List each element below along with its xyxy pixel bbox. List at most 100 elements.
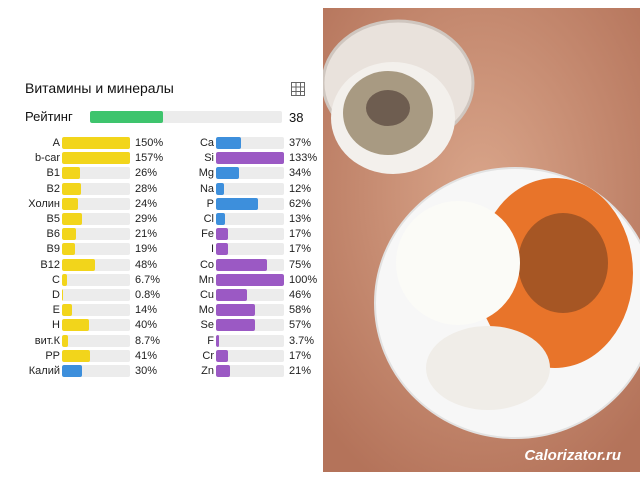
- rating-bar: [90, 111, 163, 123]
- nutrient-label: Cr: [202, 349, 214, 362]
- value-label: 40%: [135, 319, 158, 332]
- nutrient-label: b-car: [34, 152, 60, 165]
- nutrient-label: A: [52, 137, 60, 149]
- value-label: 28%: [135, 182, 158, 195]
- nutrient-label: Cl: [203, 213, 214, 225]
- value-label: 30%: [135, 365, 158, 377]
- nutrient-bar: [62, 152, 130, 165]
- value-label: 75%: [289, 258, 312, 271]
- bar-track: [62, 152, 130, 165]
- nutrient-label: Co: [199, 258, 214, 271]
- value-label: 8.7%: [135, 334, 161, 347]
- bar-track: [62, 273, 130, 286]
- panel-title: Витамины и минералы: [25, 80, 174, 96]
- value-label: 6.7%: [135, 273, 161, 286]
- nutrient-bar: [216, 304, 256, 317]
- value-label: 62%: [289, 197, 312, 210]
- bar-track: [216, 273, 284, 286]
- nutrient-label: Zn: [201, 365, 214, 377]
- bar-track: [216, 167, 284, 180]
- value-label: 12%: [289, 182, 312, 195]
- bar-track: [62, 228, 130, 241]
- nutrient-label: B12: [40, 258, 60, 271]
- nutrient-label: B2: [46, 182, 60, 195]
- bar-track: [216, 304, 284, 317]
- value-label: 150%: [135, 137, 164, 149]
- nutrient-label: Mo: [198, 304, 214, 317]
- nutrient-bar: [62, 334, 68, 347]
- nutrient-bar: [62, 213, 82, 225]
- nutrient-bar: [62, 137, 130, 149]
- nutrient-bar: [62, 228, 77, 241]
- bar-track: [216, 182, 284, 195]
- bar-track: [62, 182, 130, 195]
- nutrient-bar: [216, 182, 225, 195]
- watermark: Calorizator.ru: [524, 447, 621, 464]
- value-label: 17%: [289, 228, 312, 241]
- bar-track: [62, 334, 130, 347]
- nutrient-label: Se: [200, 319, 214, 332]
- value-label: 24%: [135, 197, 158, 210]
- nutrient-label: D: [52, 289, 60, 301]
- value-label: 17%: [289, 349, 312, 362]
- nutrient-bar: [62, 167, 80, 180]
- nutrient-label: Mn: [198, 273, 214, 286]
- nutrient-bar: [216, 167, 240, 180]
- bar-track: [62, 304, 130, 317]
- value-label: 46%: [289, 289, 312, 301]
- value-label: 19%: [135, 243, 158, 256]
- bar-track: [216, 152, 284, 165]
- nutrient-bar: [62, 304, 72, 317]
- nutrient-bar: [216, 152, 284, 165]
- bar-track: [62, 319, 130, 332]
- nutrient-bar: [62, 243, 75, 256]
- rating-value: 38: [289, 110, 304, 125]
- bar-track: [216, 243, 284, 256]
- value-label: 17%: [289, 243, 312, 256]
- bar-track: [216, 228, 284, 241]
- nutrient-bar: [216, 365, 231, 377]
- nutrient-label: Ca: [199, 137, 214, 149]
- nutrient-bar: [62, 319, 90, 332]
- bar-track: [62, 243, 130, 256]
- rating-track: [90, 111, 282, 123]
- nutrient-label: H: [52, 319, 60, 332]
- bar-track: [216, 258, 284, 271]
- value-label: 14%: [135, 304, 158, 317]
- nutrient-bar: [62, 273, 67, 286]
- bar-track: [216, 197, 284, 210]
- value-label: 3.7%: [289, 334, 315, 347]
- value-label: 48%: [135, 258, 158, 271]
- nutrient-bar: [62, 182, 82, 195]
- nutrient-bar: [62, 289, 63, 301]
- nutrient-bar: [216, 319, 255, 332]
- value-label: 0.8%: [135, 289, 161, 301]
- value-label: 26%: [135, 167, 158, 180]
- bar-track: [216, 349, 284, 362]
- value-label: 133%: [289, 152, 318, 165]
- nutrient-bar: [216, 213, 225, 225]
- value-label: 34%: [289, 167, 312, 180]
- nutrient-label: Fe: [201, 228, 214, 241]
- nutrient-label: Холин: [28, 197, 60, 210]
- nutrient-label: P: [206, 197, 214, 210]
- value-label: 100%: [289, 273, 318, 286]
- nutrient-bar: [62, 365, 83, 377]
- value-label: 41%: [135, 349, 158, 362]
- bar-track: [62, 258, 130, 271]
- bar-track: [62, 213, 130, 225]
- table-icon[interactable]: [291, 82, 305, 96]
- nutrient-label: Na: [199, 182, 214, 195]
- nutrient-label: Si: [204, 152, 214, 165]
- bar-track: [216, 137, 284, 149]
- nutrient-label: B6: [46, 228, 60, 241]
- nutrient-bar: [62, 349, 90, 362]
- nutrient-label: Cu: [199, 289, 214, 301]
- bar-track: [216, 213, 284, 225]
- food-photo: Calorizator.ru: [323, 8, 640, 472]
- nutrient-label: C: [52, 273, 60, 286]
- nutrient-label: E: [52, 304, 60, 317]
- nutrient-label: PP: [45, 349, 60, 362]
- value-label: 21%: [135, 228, 158, 241]
